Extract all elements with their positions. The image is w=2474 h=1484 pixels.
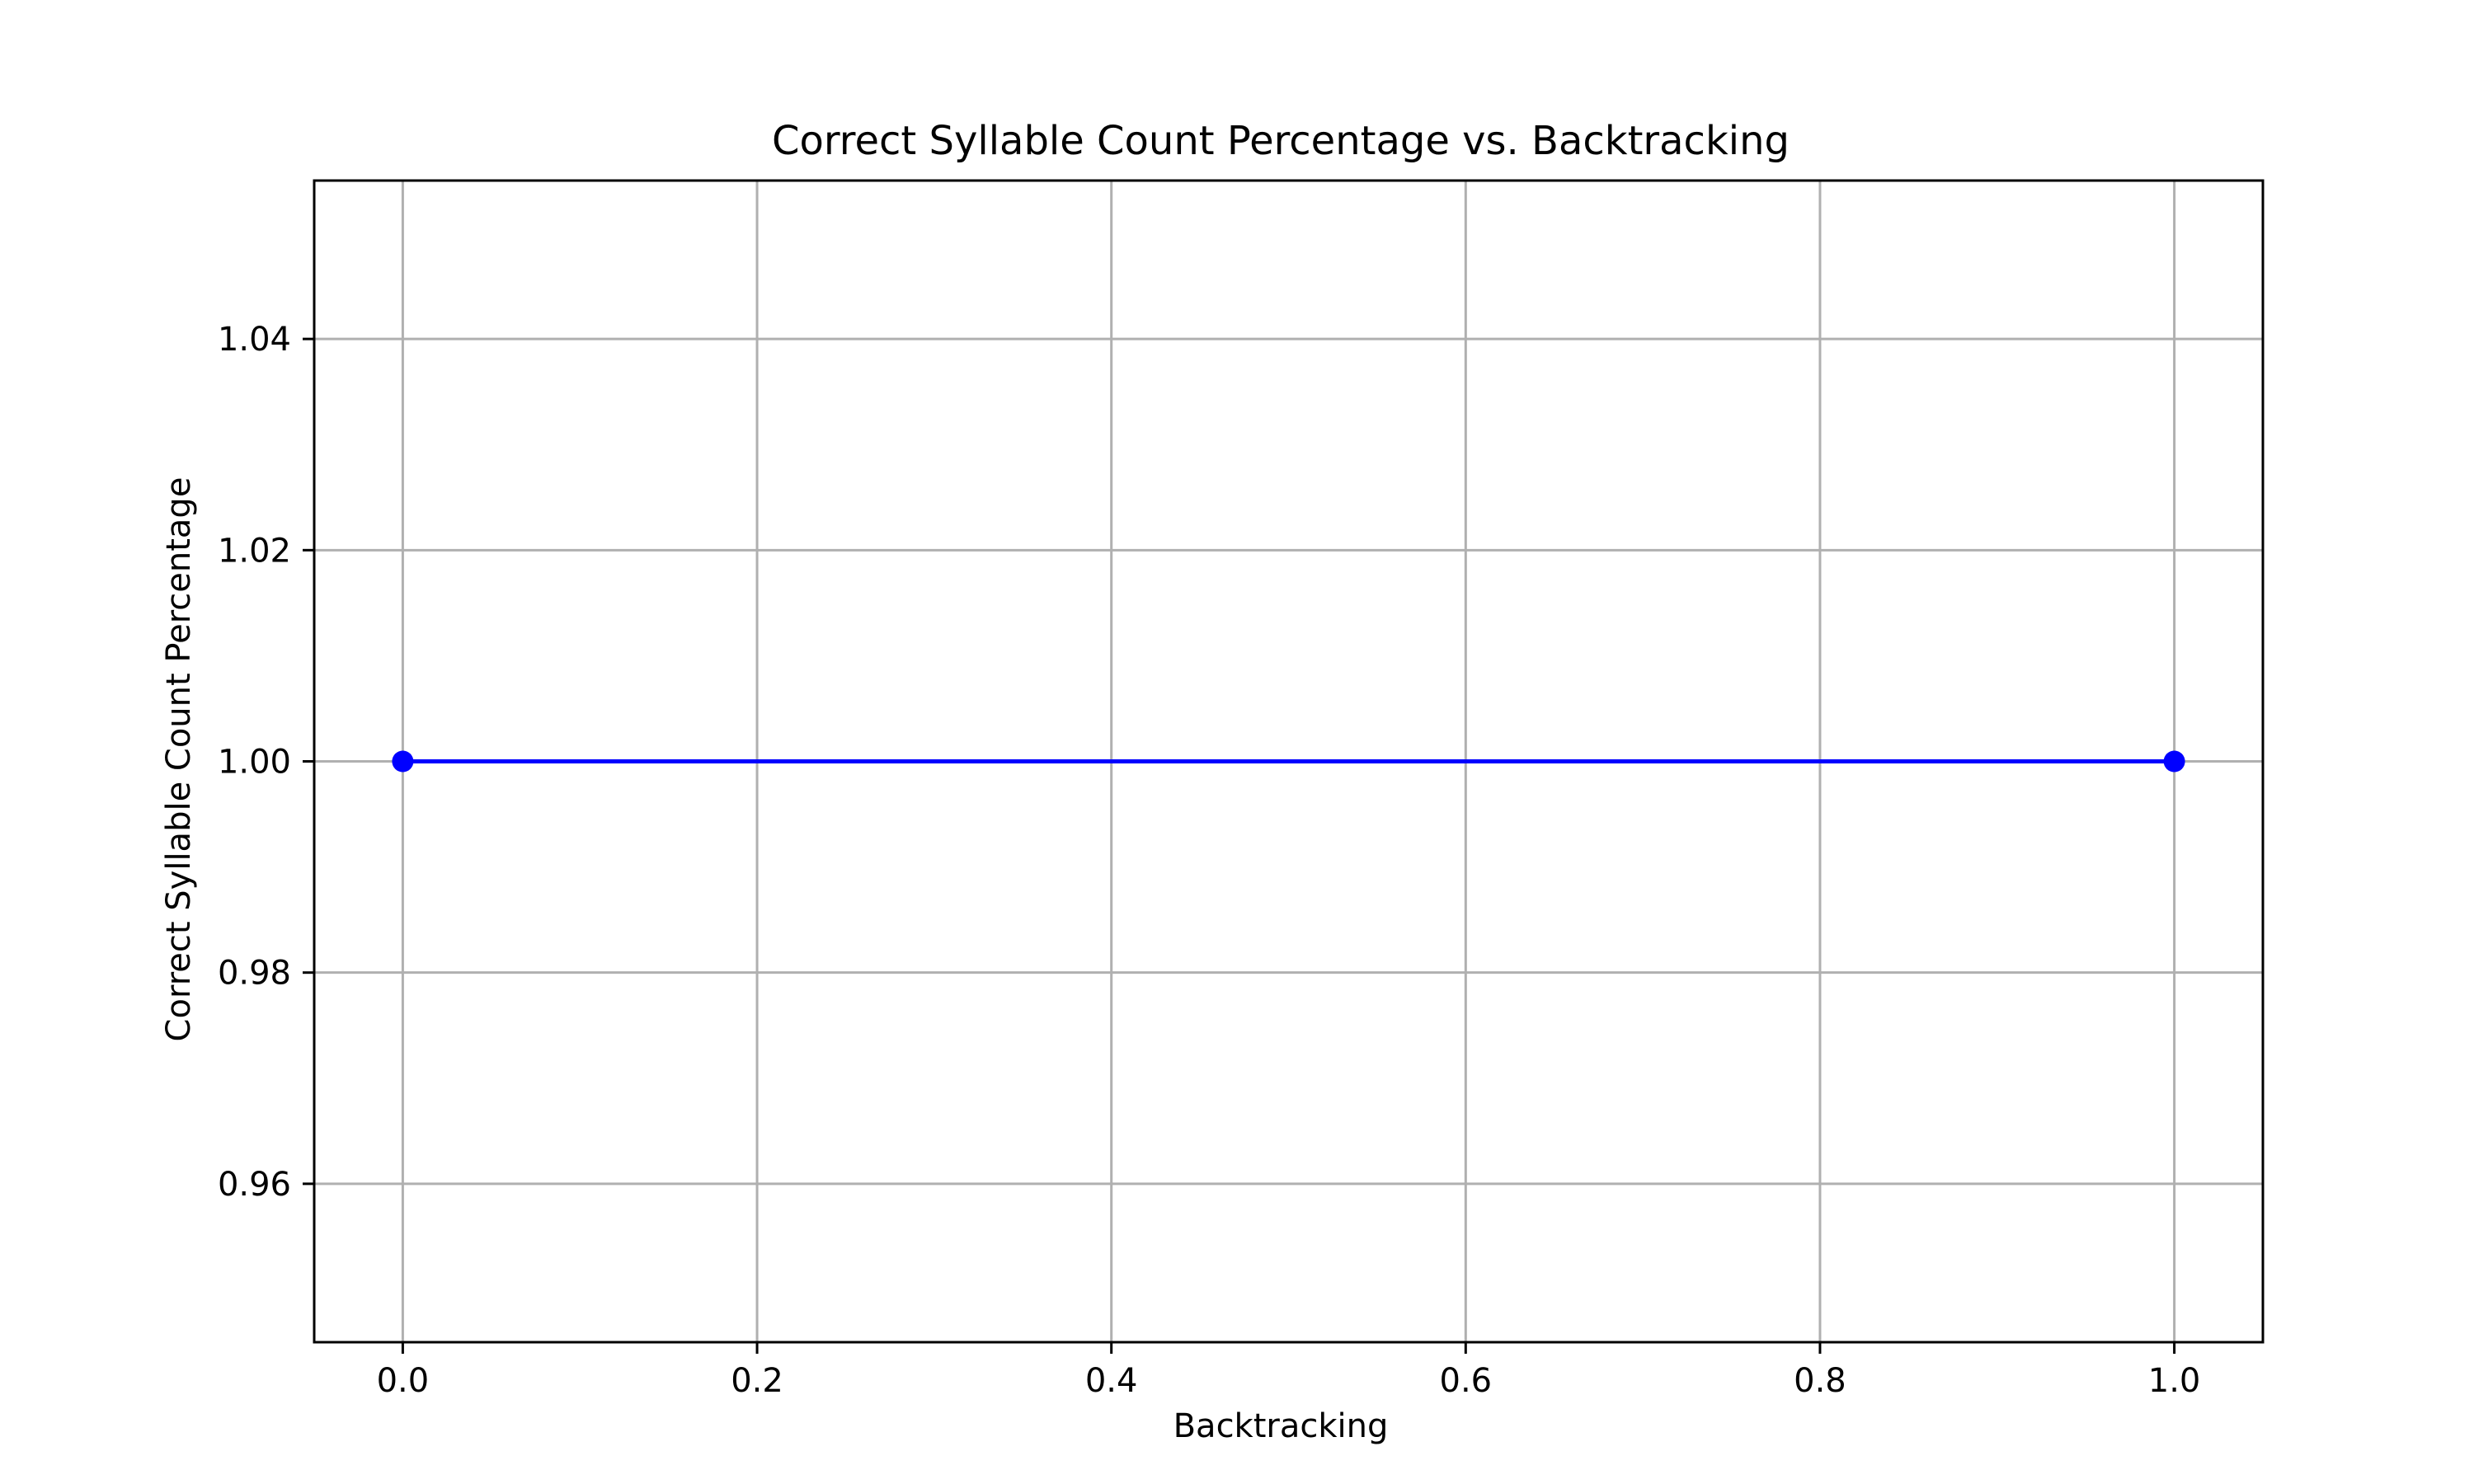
axis-ticks: 0.0 0.2 0.4 0.6 0.8 1.0 0.96 0.98 1.00 1.02 1.04 — [218, 321, 2200, 1400]
x-tick-label: 1.0 — [2148, 1362, 2201, 1400]
x-tick-label: 0.4 — [1085, 1362, 1138, 1400]
y-tick-label: 0.96 — [218, 1166, 291, 1204]
y-tick-label: 1.00 — [218, 744, 291, 782]
x-tick-label: 0.8 — [1794, 1362, 1846, 1400]
x-axis-label: Backtracking — [1174, 1407, 1389, 1445]
y-tick-label: 0.98 — [218, 955, 291, 993]
x-tick-label: 0.0 — [377, 1362, 430, 1400]
data-point — [392, 750, 414, 773]
chart-title: Correct Syllable Count Percentage vs. Ba… — [772, 118, 1790, 164]
x-tick-label: 0.6 — [1440, 1362, 1493, 1400]
y-axis-label: Correct Syllable Count Percentage — [160, 477, 198, 1042]
data-point — [2163, 750, 2185, 773]
data-series — [392, 750, 2185, 773]
x-tick-label: 0.2 — [731, 1362, 783, 1400]
y-tick-label: 1.04 — [218, 321, 291, 359]
y-tick-label: 1.02 — [218, 532, 291, 570]
